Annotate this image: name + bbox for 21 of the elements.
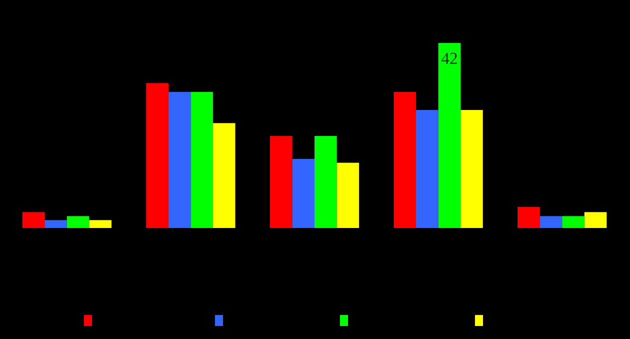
bar: [460, 110, 483, 228]
bar: [168, 92, 191, 228]
bar: [584, 212, 607, 228]
bar: [416, 110, 438, 228]
bar: [270, 136, 292, 228]
bar: [89, 220, 112, 228]
bar: [212, 123, 236, 228]
bar: [292, 158, 314, 228]
bar: [394, 92, 416, 228]
bar: [190, 92, 213, 228]
bar: [438, 43, 461, 228]
bar: [336, 162, 360, 228]
bar: [22, 212, 45, 228]
bar: [314, 136, 337, 228]
bar: [146, 83, 168, 228]
bar: [518, 206, 540, 228]
bar: [562, 216, 584, 228]
bar: [540, 216, 562, 228]
bar: [66, 216, 90, 228]
data-label: 42: [441, 52, 457, 64]
bar: [44, 220, 67, 228]
